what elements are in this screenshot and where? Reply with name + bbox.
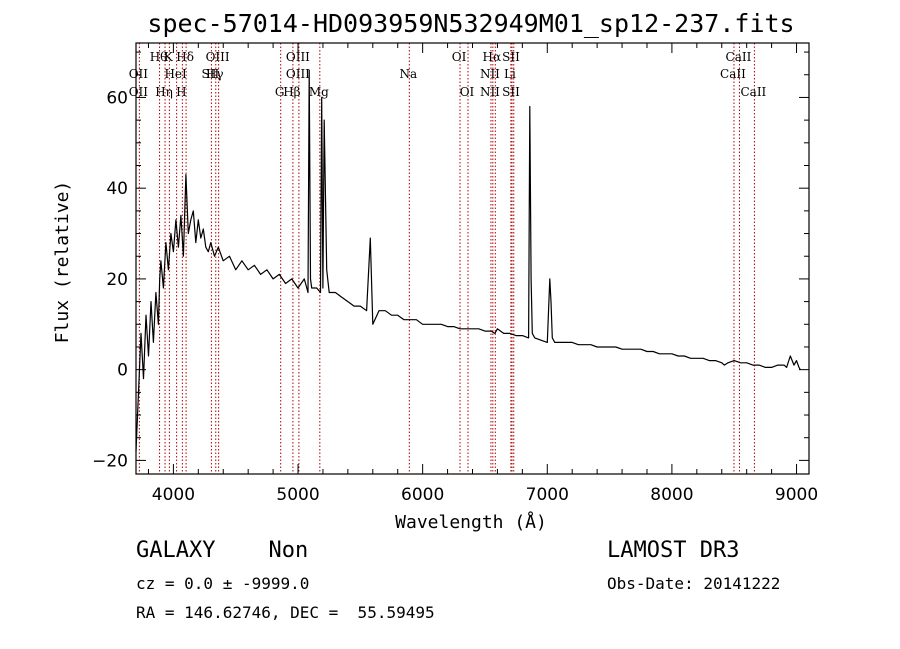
survey-name: LAMOST DR3 [607, 538, 740, 563]
line-label: Hδ [176, 50, 194, 64]
line-label: Hα [483, 50, 502, 64]
y-tick-label: 20 [106, 270, 128, 290]
line-label: Hθ [150, 50, 168, 64]
line-label: Na [399, 67, 417, 81]
line-label: SII [202, 67, 220, 81]
spectral-line-labels: OIIOIIHθHηKHeIHHδSIIHγOIIIGHβOIIIOIIIMgN… [129, 50, 767, 99]
axis-ticks: 4000 5000 6000 7000 8000 9000 −20 0 20 40 60 [92, 43, 818, 505]
line-label: SII [502, 50, 520, 64]
line-label: K [164, 50, 174, 64]
coordinates-line: RA = 146.62746, DEC = 55.59495 [136, 603, 435, 622]
line-label: Li [504, 67, 516, 81]
line-label: OIII [206, 50, 230, 64]
line-label: OI [460, 85, 475, 99]
chart-title: spec-57014-HD093959N532949M01_sp12-237.f… [147, 9, 794, 38]
observation-date: Obs-Date: 20141222 [607, 574, 781, 593]
x-tick-label: 5000 [276, 485, 319, 505]
x-tick-label: 6000 [401, 485, 444, 505]
plot-frame [135, 42, 810, 475]
line-label: OII [129, 85, 149, 99]
redshift-line: cz = 0.0 ± -9999.0 [136, 574, 310, 593]
spectral-line-markers [138, 43, 755, 474]
y-tick-label: 60 [106, 88, 128, 108]
line-label: SII [502, 85, 520, 99]
x-tick-label: 8000 [650, 485, 693, 505]
object-class-line: GALAXY Non [136, 538, 309, 563]
line-label: OIII [286, 67, 310, 81]
line-label: OII [129, 67, 149, 81]
y-axis-label: Flux (relative) [52, 181, 73, 344]
spectrum-line [135, 69, 801, 452]
x-tick-label: 4000 [152, 485, 195, 505]
line-label: OIII [286, 50, 310, 64]
line-label: CaII [720, 67, 746, 81]
line-label: CaII [740, 85, 766, 99]
line-label: NII [480, 85, 500, 99]
x-tick-label: 7000 [526, 485, 569, 505]
y-tick-label: 0 [117, 361, 128, 381]
line-label: CaII [726, 50, 752, 64]
line-label: OI [452, 50, 467, 64]
line-label: NII [480, 67, 500, 81]
line-label: Hβ [283, 85, 300, 99]
y-tick-label: −20 [92, 451, 128, 471]
line-label: Hγ [206, 67, 224, 81]
x-axis-label: Wavelength (Å) [395, 511, 547, 533]
line-label: H [176, 85, 186, 99]
line-label: Hη [155, 85, 173, 99]
line-label: Mg [309, 85, 329, 99]
line-label: HeI [164, 67, 187, 81]
x-tick-label: 9000 [775, 485, 818, 505]
line-label: G [275, 85, 285, 99]
y-tick-label: 40 [106, 179, 128, 199]
